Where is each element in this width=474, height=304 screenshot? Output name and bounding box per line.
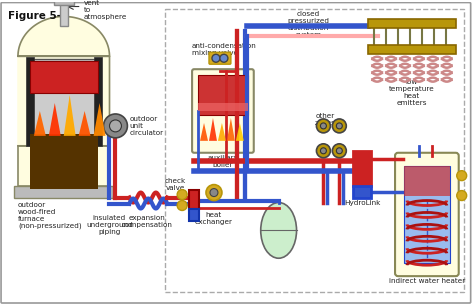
Polygon shape (209, 118, 217, 141)
Bar (189, 209, 199, 221)
Polygon shape (64, 95, 76, 136)
Polygon shape (49, 103, 61, 136)
Circle shape (457, 191, 467, 201)
Bar (165, 9, 464, 292)
Polygon shape (93, 103, 106, 136)
Bar (404, 166, 450, 195)
Text: outdoor
wood-fired
furnace
(non-pressurized): outdoor wood-fired furnace (non-pressuri… (18, 202, 82, 229)
Text: other
zones: other zones (315, 113, 336, 126)
Bar (198, 103, 248, 111)
Circle shape (332, 119, 346, 133)
Circle shape (109, 120, 121, 132)
Bar (353, 151, 371, 186)
Text: vent
to
atmosphere: vent to atmosphere (83, 0, 127, 19)
Circle shape (332, 144, 346, 158)
Circle shape (337, 123, 342, 129)
Bar (198, 75, 248, 115)
Text: low
temperature
heat
emitters: low temperature heat emitters (389, 79, 435, 106)
FancyBboxPatch shape (395, 153, 459, 276)
Circle shape (337, 148, 342, 154)
Text: Figure 5-8: Figure 5-8 (8, 12, 68, 22)
Text: expansion
compensation: expansion compensation (122, 216, 173, 228)
Polygon shape (34, 111, 46, 136)
Circle shape (317, 144, 330, 158)
Polygon shape (79, 111, 91, 136)
Text: closed
pressurized
distribution
system: closed pressurized distribution system (288, 12, 329, 39)
Circle shape (320, 123, 327, 129)
Bar (14, 186, 113, 198)
Bar (54, 0, 73, 5)
Bar (30, 134, 98, 188)
Polygon shape (236, 123, 244, 141)
Text: indirect water heater: indirect water heater (389, 278, 465, 284)
Polygon shape (218, 123, 226, 141)
Text: outdoor
unit
circulator: outdoor unit circulator (129, 116, 164, 136)
Circle shape (210, 188, 218, 197)
Ellipse shape (261, 202, 297, 258)
Circle shape (220, 54, 228, 62)
Bar (93, 57, 101, 146)
Bar (18, 146, 109, 186)
Bar (353, 186, 371, 198)
Circle shape (212, 54, 220, 62)
Text: HydroLink: HydroLink (344, 199, 381, 206)
Polygon shape (18, 16, 109, 146)
Polygon shape (200, 123, 208, 141)
Polygon shape (227, 118, 235, 141)
Bar (404, 166, 450, 263)
Circle shape (177, 190, 187, 199)
Bar (60, 2, 68, 26)
Circle shape (320, 148, 327, 154)
Bar (26, 57, 34, 146)
Circle shape (206, 185, 222, 201)
Text: check
valve: check valve (164, 178, 186, 191)
Text: insulated
underground
piping: insulated underground piping (86, 216, 133, 236)
Circle shape (457, 171, 467, 181)
Circle shape (177, 201, 187, 210)
Bar (368, 45, 456, 54)
Bar (189, 190, 199, 209)
Bar (368, 19, 456, 28)
Bar (28, 59, 100, 144)
FancyBboxPatch shape (192, 69, 254, 153)
Text: auxiliary
boiler: auxiliary boiler (208, 155, 238, 168)
Circle shape (103, 114, 128, 138)
Bar (30, 61, 98, 93)
Circle shape (317, 119, 330, 133)
Text: anti-condensation
mixing valve: anti-condensation mixing valve (192, 43, 257, 56)
FancyBboxPatch shape (209, 52, 231, 64)
Text: heat
exchanger: heat exchanger (195, 212, 233, 226)
